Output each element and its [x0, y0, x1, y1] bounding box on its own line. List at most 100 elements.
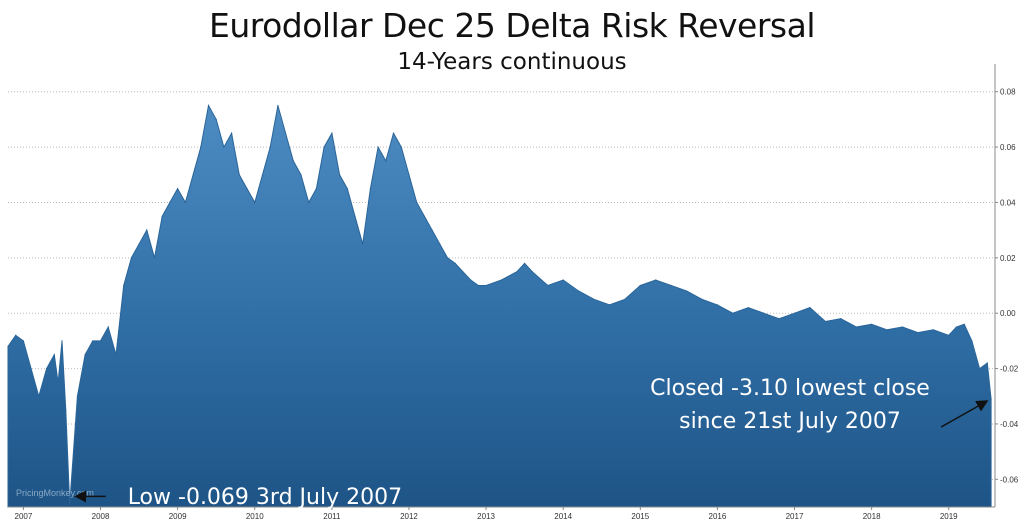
data-point: [701, 298, 703, 300]
data-point: [400, 146, 402, 148]
data-point: [69, 503, 71, 505]
x-tick-label: 2010: [246, 512, 264, 521]
data-point: [269, 146, 271, 148]
data-point: [608, 304, 611, 306]
data-point: [423, 215, 425, 217]
data-point: [76, 395, 78, 397]
data-point: [30, 368, 32, 370]
y-tick-label: 0.00: [1000, 309, 1016, 318]
data-point: [948, 334, 950, 336]
data-point: [215, 118, 217, 120]
data-point: [65, 409, 67, 411]
data-point: [354, 215, 356, 217]
data-point: [246, 188, 248, 190]
chart-title: Eurodollar Dec 25 Delta Risk Reversal: [208, 6, 816, 45]
x-tick-label: 2016: [709, 512, 727, 521]
data-point: [824, 320, 827, 323]
data-point: [84, 354, 86, 356]
data-point: [477, 284, 479, 287]
data-point: [385, 160, 387, 162]
data-point: [971, 340, 973, 342]
y-tick-label: -0.02: [1000, 365, 1019, 374]
data-point: [963, 323, 965, 325]
data-point: [277, 104, 279, 107]
annotation-arrow-close: [940, 400, 989, 428]
data-point: [578, 290, 580, 292]
data-point: [416, 201, 418, 203]
watermark: PricingMonkey.com: [16, 488, 94, 498]
data-point: [377, 146, 379, 148]
data-point: [46, 368, 48, 370]
series-area: [7, 104, 992, 508]
x-tick-label: 2018: [863, 512, 881, 521]
data-point: [346, 188, 348, 190]
data-point: [686, 290, 688, 292]
data-point: [986, 362, 988, 364]
data-point: [292, 160, 294, 162]
data-point: [655, 279, 657, 281]
data-point: [547, 284, 549, 287]
data-point: [369, 188, 371, 190]
data-point: [392, 132, 395, 134]
data-point: [763, 312, 765, 314]
annotation-low: Low -0.069 3rd July 2007: [128, 485, 402, 510]
data-point: [300, 174, 302, 176]
data-point: [624, 298, 626, 300]
data-point: [238, 174, 240, 176]
data-point: [470, 279, 472, 281]
data-point: [22, 340, 24, 342]
data-point: [639, 284, 641, 287]
data-point: [886, 329, 888, 331]
data-point: [809, 307, 811, 309]
x-tick-label: 2019: [940, 512, 958, 521]
data-point: [339, 174, 341, 176]
x-tick-label: 2015: [631, 512, 649, 521]
data-point: [362, 243, 364, 245]
data-point: [207, 104, 210, 107]
x-tick-label: 2007: [15, 512, 33, 521]
data-point: [223, 146, 225, 148]
y-tick-label: -0.06: [1000, 475, 1019, 484]
data-point: [531, 271, 533, 273]
annotation-close-line2: since 21st July 2007: [679, 409, 901, 434]
chart-subtitle: 14-Years continuous: [397, 49, 627, 75]
data-point: [439, 243, 441, 245]
data-point: [231, 132, 233, 134]
data-point: [130, 257, 132, 259]
data-point: [254, 201, 256, 203]
y-tick-label: -0.04: [1000, 420, 1019, 429]
data-point: [38, 395, 40, 397]
data-point: [562, 279, 564, 281]
data-point: [500, 279, 503, 281]
data-point: [901, 326, 904, 328]
data-point: [285, 132, 287, 134]
data-point: [446, 257, 449, 259]
x-tick-label: 2014: [554, 512, 572, 521]
data-point: [7, 345, 9, 347]
data-point: [871, 323, 873, 325]
data-point: [855, 326, 857, 328]
data-point: [146, 229, 148, 231]
data-point: [840, 318, 842, 320]
x-tick-label: 2009: [169, 512, 187, 521]
y-tick-label: 0.08: [1000, 88, 1016, 97]
data-point: [778, 318, 780, 320]
data-point: [169, 201, 171, 203]
data-point: [955, 326, 958, 328]
data-point: [932, 329, 934, 331]
data-point: [184, 201, 186, 203]
data-point: [716, 304, 719, 306]
data-point: [99, 340, 102, 342]
x-tick-label: 2012: [400, 512, 418, 521]
data-point: [431, 229, 433, 231]
data-point: [107, 326, 109, 328]
data-point: [161, 215, 163, 217]
data-point: [917, 332, 919, 334]
data-point: [454, 262, 456, 264]
data-point: [524, 262, 526, 264]
data-point: [990, 398, 992, 400]
data-point: [462, 271, 464, 273]
x-tick-label: 2013: [477, 512, 495, 521]
data-point: [57, 381, 59, 383]
